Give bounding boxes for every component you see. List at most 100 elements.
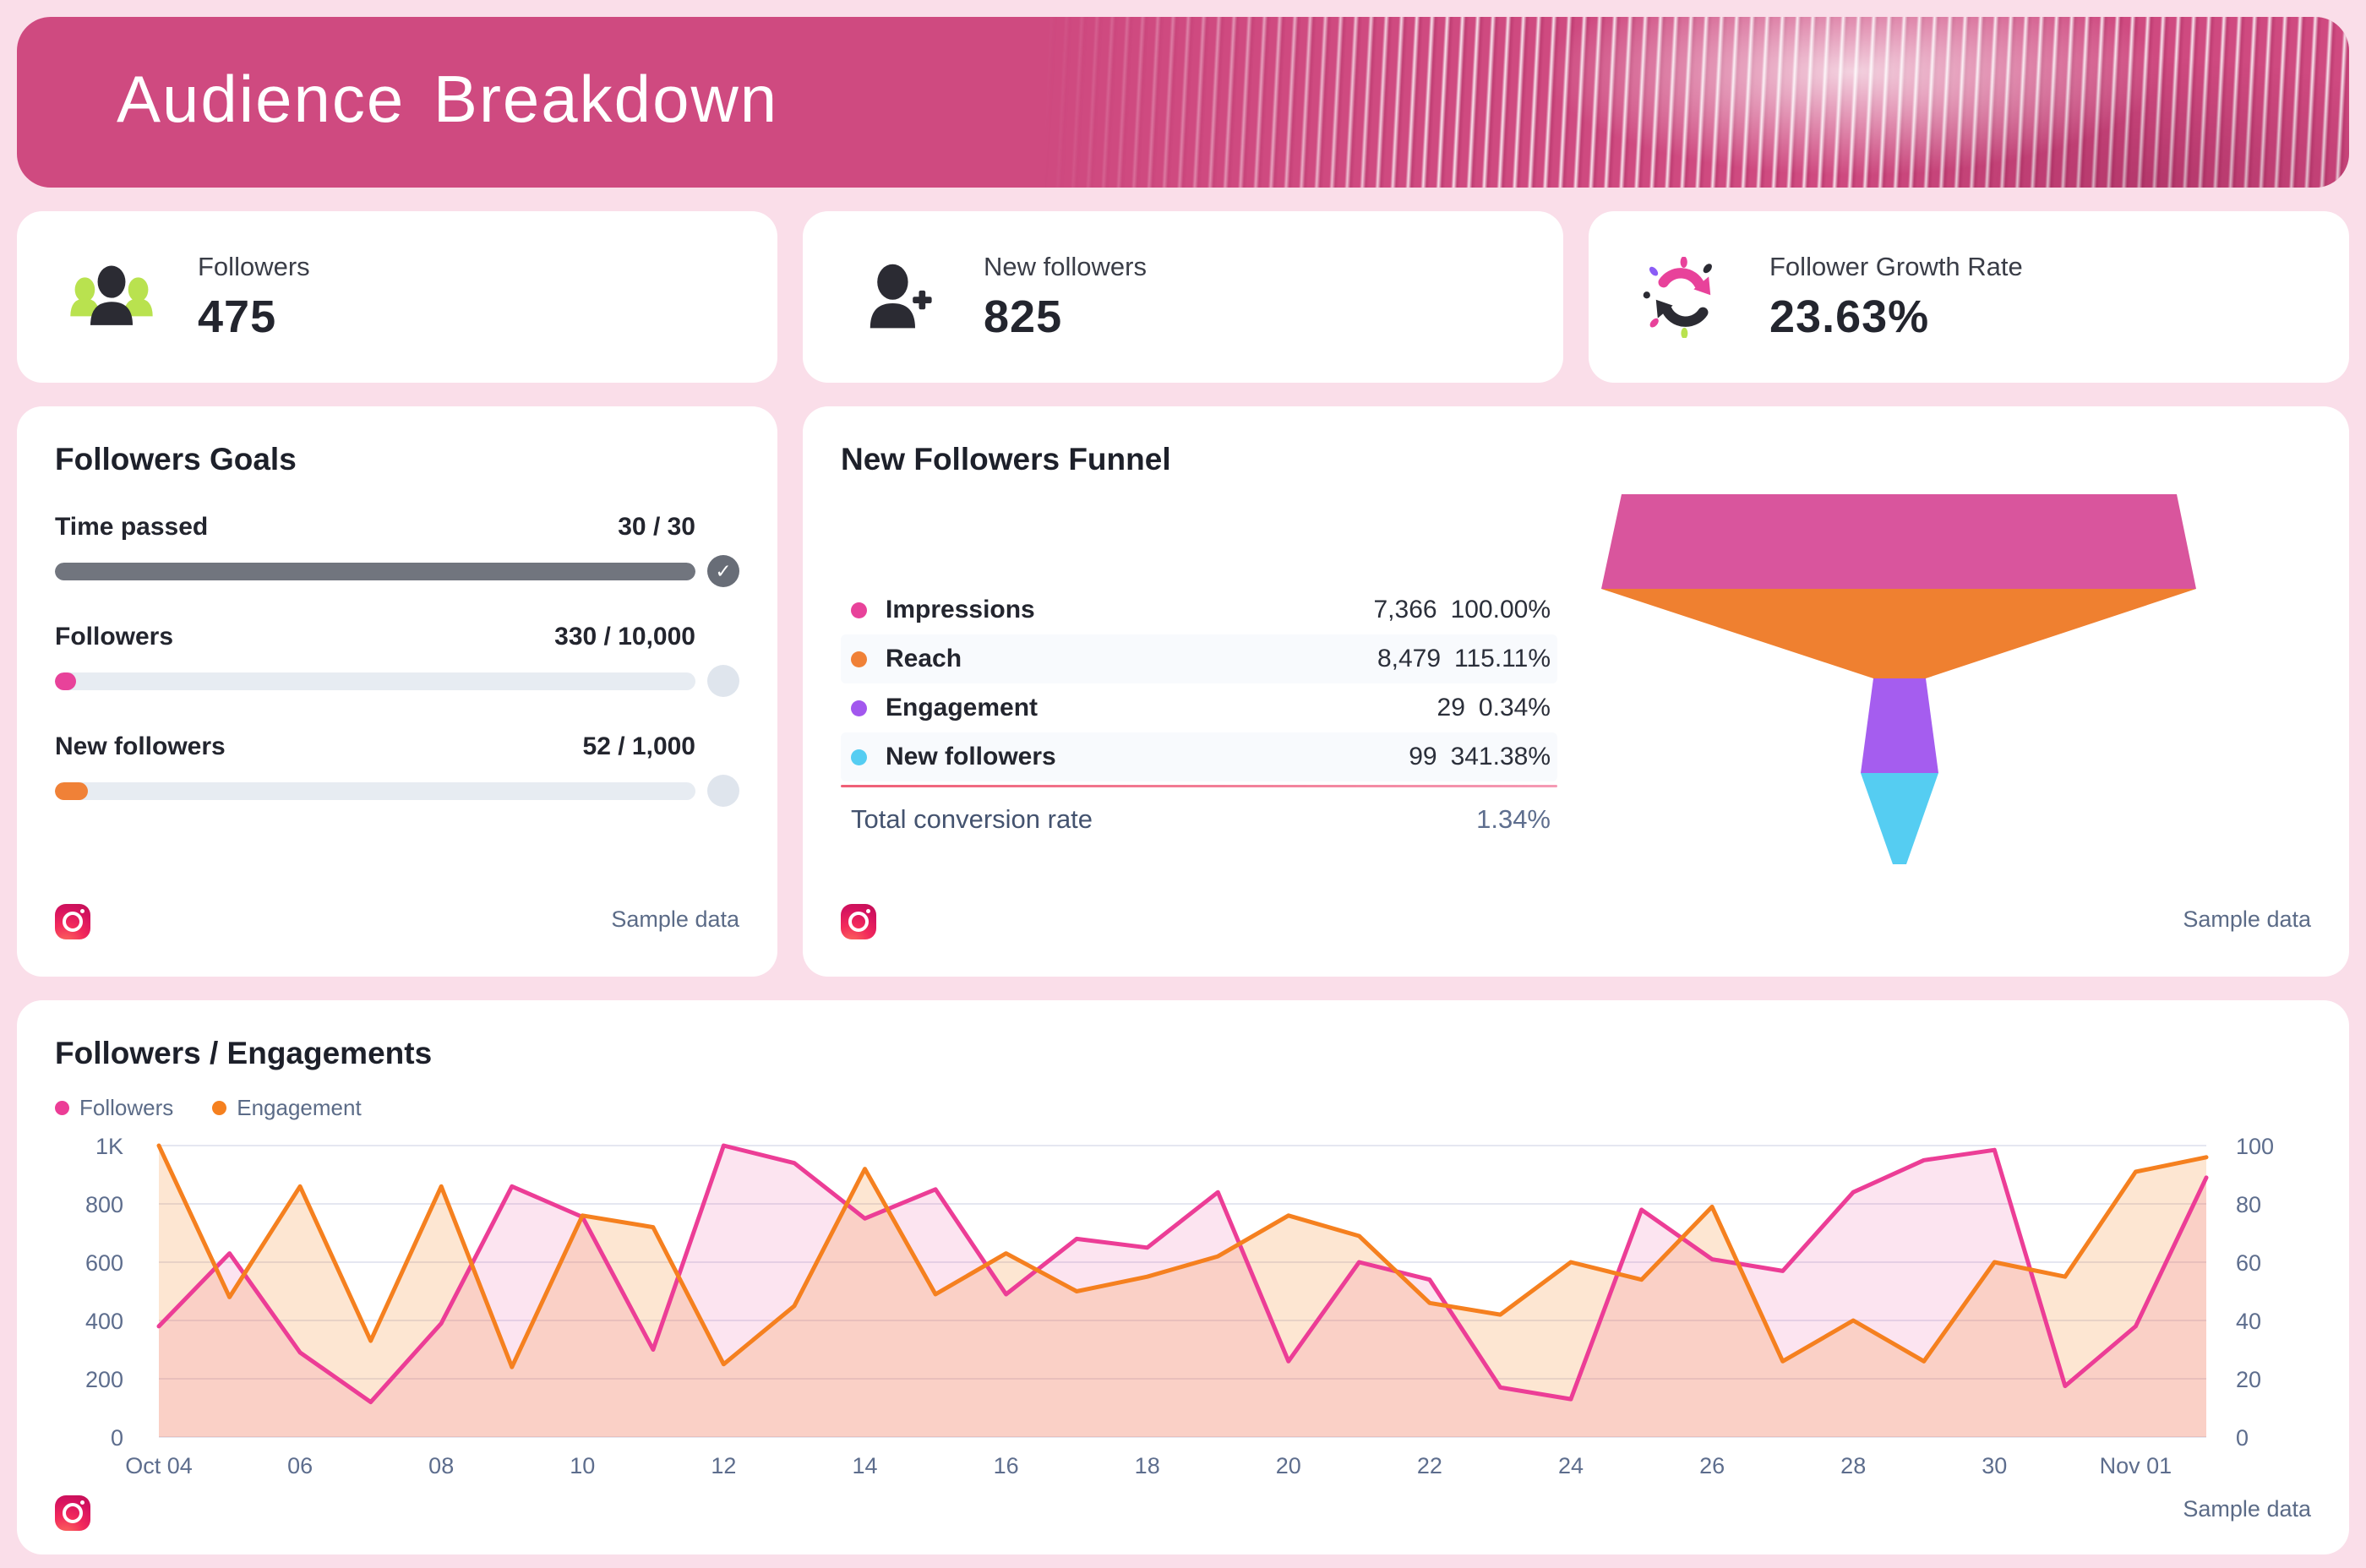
chart-legend: Followers Engagement — [55, 1095, 2311, 1121]
legend-item-engagement[interactable]: Engagement — [212, 1095, 362, 1121]
person-add-icon — [852, 252, 943, 343]
goal-progress-bar — [55, 672, 695, 690]
sample-data-note: Sample data — [2183, 1496, 2311, 1522]
funnel-count: 7,366 — [1373, 596, 1437, 623]
funnel-count: 29 — [1436, 694, 1465, 721]
goal-row-time-passed: Time passed 30 / 30 ✓ — [55, 513, 739, 587]
growth-cycle-icon — [1638, 252, 1729, 343]
total-conversion-value: 1.34% — [1476, 804, 1551, 834]
funnel-count: 8,479 — [1377, 645, 1442, 672]
svg-text:Nov 01: Nov 01 — [2100, 1453, 2172, 1478]
stat-card-growth-rate: Follower Growth Rate 23.63% — [1589, 211, 2349, 383]
svg-text:24: 24 — [1558, 1453, 1584, 1478]
instagram-icon[interactable] — [841, 904, 876, 939]
svg-text:400: 400 — [85, 1309, 123, 1334]
svg-text:18: 18 — [1135, 1453, 1160, 1478]
followers-dot-icon — [55, 1101, 69, 1115]
sample-data-note: Sample data — [611, 906, 739, 932]
svg-text:60: 60 — [2236, 1250, 2261, 1276]
followers-goals-card: Followers Goals Time passed 30 / 30 ✓ Fo… — [17, 406, 777, 977]
stat-label: Follower Growth Rate — [1769, 251, 2023, 281]
funnel-segment-engagement — [1861, 678, 1938, 773]
stat-card-followers: Followers 475 — [17, 211, 777, 383]
funnel-legend: Impressions 7,366 100.00% Reach 8,479 115.… — [841, 585, 1557, 852]
funnel-total-row: Total conversion rate 1.34% — [841, 787, 1557, 852]
total-conversion-label: Total conversion rate — [851, 804, 1093, 834]
goal-label: New followers — [55, 732, 226, 760]
engagement-dot-icon — [851, 700, 867, 716]
stat-card-new-followers: New followers 825 — [803, 211, 1563, 383]
svg-text:20: 20 — [1276, 1453, 1301, 1478]
svg-text:0: 0 — [2236, 1425, 2249, 1451]
goal-row-followers: Followers 330 / 10,000 ✓ — [55, 623, 739, 697]
goal-incomplete-circle-icon: ✓ — [707, 775, 739, 807]
svg-text:10: 10 — [570, 1453, 595, 1478]
stat-value: 825 — [984, 291, 1063, 342]
goal-complete-check-icon: ✓ — [707, 555, 739, 587]
page-title: Audience Breakdown — [117, 61, 779, 136]
card-title: New Followers Funnel — [841, 442, 1171, 476]
stat-label: Followers — [198, 251, 310, 281]
funnel-row-reach: Reach 8,479 115.11% — [841, 634, 1557, 683]
svg-text:08: 08 — [428, 1453, 454, 1478]
engagement-dot-icon — [212, 1101, 227, 1115]
goal-label: Followers — [55, 623, 174, 651]
chart-title: Followers / Engagements — [55, 1036, 433, 1070]
middle-row: Followers Goals Time passed 30 / 30 ✓ Fo… — [17, 406, 2349, 977]
funnel-segment-new-followers — [1861, 773, 1938, 864]
svg-text:0: 0 — [111, 1425, 123, 1451]
goal-label: Time passed — [55, 513, 209, 541]
svg-text:800: 800 — [85, 1192, 123, 1217]
svg-text:Oct 04: Oct 04 — [125, 1453, 193, 1478]
funnel-row-new-followers: New followers 99 341.38% — [841, 732, 1557, 781]
funnel-divider — [841, 785, 1557, 787]
instagram-icon[interactable] — [55, 1495, 90, 1531]
new-followers-funnel-card: New Followers Funnel Impressions 7,366 10… — [803, 406, 2349, 977]
svg-text:100: 100 — [2236, 1135, 2274, 1159]
goal-progress-bar — [55, 781, 695, 800]
svg-text:80: 80 — [2236, 1192, 2261, 1217]
stats-row: Followers 475 New followers 825 — [17, 211, 2349, 383]
svg-text:16: 16 — [994, 1453, 1019, 1478]
instagram-icon[interactable] — [55, 904, 90, 939]
impressions-dot-icon — [851, 602, 867, 618]
funnel-segment-impressions — [1601, 494, 2196, 589]
funnel-count: 99 — [1409, 743, 1437, 770]
new-followers-dot-icon — [851, 749, 867, 765]
followers-engagements-card: Followers / Engagements Followers Engage… — [17, 1000, 2349, 1554]
goal-incomplete-circle-icon: ✓ — [707, 665, 739, 697]
svg-text:26: 26 — [1699, 1453, 1725, 1478]
goal-row-new-followers: New followers 52 / 1,000 ✓ — [55, 732, 739, 807]
svg-text:30: 30 — [1982, 1453, 2007, 1478]
funnel-pct: 341.38% — [1450, 743, 1551, 770]
svg-text:1K: 1K — [95, 1135, 123, 1159]
svg-text:14: 14 — [852, 1453, 877, 1478]
svg-text:22: 22 — [1417, 1453, 1442, 1478]
header-banner: Audience Breakdown — [17, 17, 2349, 188]
card-title: Followers Goals — [55, 442, 297, 476]
goal-progress-bar — [55, 562, 695, 580]
svg-text:200: 200 — [85, 1367, 123, 1392]
funnel-chart[interactable] — [1601, 494, 2201, 866]
funnel-pct: 100.00% — [1450, 596, 1551, 623]
svg-text:28: 28 — [1840, 1453, 1866, 1478]
funnel-row-impressions: Impressions 7,366 100.00% — [841, 585, 1557, 634]
stat-value: 23.63% — [1769, 291, 1930, 342]
sample-data-note: Sample data — [2183, 906, 2311, 932]
svg-text:40: 40 — [2236, 1309, 2261, 1334]
goal-value: 52 / 1,000 — [582, 732, 695, 760]
funnel-pct: 115.11% — [1454, 645, 1551, 672]
funnel-pct: 0.34% — [1478, 694, 1551, 721]
svg-text:600: 600 — [85, 1250, 123, 1276]
goal-value: 30 / 30 — [618, 513, 695, 541]
svg-text:12: 12 — [711, 1453, 736, 1478]
svg-text:06: 06 — [287, 1453, 313, 1478]
stat-value: 475 — [198, 291, 277, 342]
funnel-row-engagement: Engagement 29 0.34% — [841, 683, 1557, 732]
legend-item-followers[interactable]: Followers — [55, 1095, 173, 1121]
goal-value: 330 / 10,000 — [554, 623, 695, 651]
reach-dot-icon — [851, 651, 867, 667]
funnel-segment-reach — [1601, 589, 2196, 678]
